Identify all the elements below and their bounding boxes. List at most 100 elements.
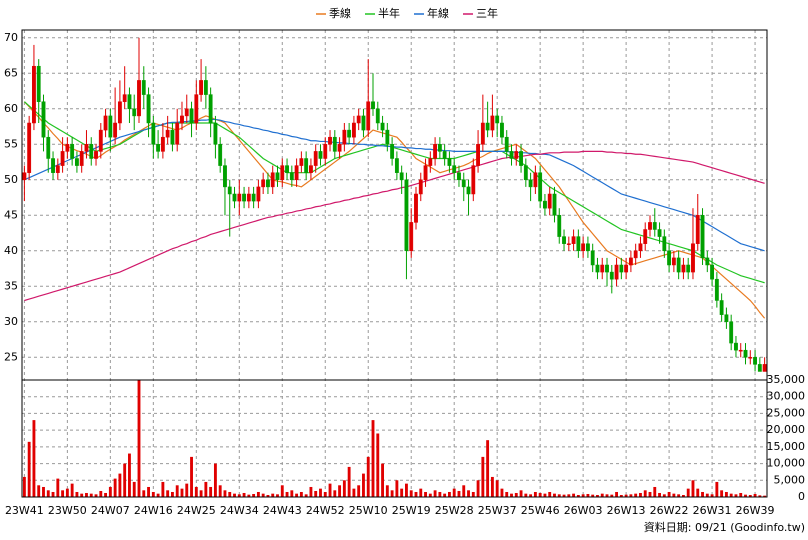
y-tick-label: 25 bbox=[4, 350, 18, 363]
candle-body bbox=[328, 136, 332, 145]
volume-bar bbox=[538, 492, 542, 497]
volume-bar bbox=[648, 491, 652, 497]
candle-body bbox=[500, 122, 504, 138]
candle-body bbox=[433, 144, 438, 159]
candle-body bbox=[180, 115, 184, 124]
candle-body bbox=[557, 215, 562, 237]
candle-body bbox=[94, 151, 98, 159]
candle-body bbox=[437, 144, 442, 152]
volume-bar bbox=[710, 494, 714, 497]
volume-bar bbox=[333, 490, 337, 497]
volume-bar bbox=[400, 488, 404, 497]
volume-bar bbox=[108, 486, 112, 497]
candle-body bbox=[103, 115, 108, 131]
volume-bar bbox=[65, 488, 69, 497]
candle-body bbox=[318, 151, 323, 159]
candle-body bbox=[36, 65, 41, 102]
y2-tick-label: 5,000 bbox=[774, 473, 806, 486]
x-tick-label: 24W43 bbox=[263, 504, 302, 517]
candle-body bbox=[141, 80, 146, 95]
candle-body bbox=[184, 108, 189, 117]
candle-body bbox=[409, 222, 414, 252]
y2-tick-label: 0 bbox=[798, 490, 805, 503]
volume-bar bbox=[624, 494, 628, 497]
candle-body bbox=[242, 193, 246, 202]
volume-bar bbox=[123, 463, 127, 497]
volume-bar bbox=[304, 494, 308, 497]
volume-bar bbox=[562, 494, 566, 497]
candle-body bbox=[734, 342, 738, 351]
y2-tick-label: 35,000 bbox=[767, 373, 806, 386]
volume-bar bbox=[405, 483, 408, 497]
volume-bar bbox=[605, 494, 609, 497]
candle-body bbox=[175, 122, 180, 145]
candle-body bbox=[714, 278, 719, 301]
volume-bar bbox=[161, 481, 165, 497]
volume-bar bbox=[385, 485, 389, 497]
volume-bar bbox=[701, 491, 704, 497]
volume-bar bbox=[352, 488, 356, 497]
candle-body bbox=[509, 151, 514, 159]
volume-bar bbox=[42, 486, 45, 497]
candle-body bbox=[605, 264, 609, 273]
candle-body bbox=[471, 165, 476, 195]
legend-label: 年線 bbox=[427, 6, 449, 20]
volume-bar bbox=[715, 481, 719, 497]
y-tick-label: 70 bbox=[4, 31, 18, 44]
candle-body bbox=[452, 165, 457, 173]
volume-bar bbox=[137, 380, 141, 497]
candle-body bbox=[89, 144, 94, 159]
volume-bar bbox=[295, 493, 299, 497]
volume-bar bbox=[61, 490, 65, 497]
volume-bar bbox=[56, 478, 60, 497]
volume-bar bbox=[672, 493, 676, 497]
candle-body bbox=[461, 179, 466, 188]
volume-bar bbox=[252, 493, 256, 497]
volume-bar bbox=[233, 493, 236, 497]
volume-bar bbox=[209, 486, 213, 497]
legend-label: 季線 bbox=[329, 6, 351, 20]
volume-bar bbox=[376, 433, 380, 497]
volume-bar bbox=[51, 491, 55, 497]
volume-bar bbox=[414, 491, 418, 497]
candle-body bbox=[256, 186, 261, 202]
volume-bar bbox=[529, 494, 533, 497]
volume-bar bbox=[366, 456, 370, 497]
volume-bar bbox=[314, 490, 318, 497]
volume-bar bbox=[37, 485, 41, 497]
candle-body bbox=[485, 122, 490, 131]
candle-body bbox=[203, 80, 208, 95]
y-tick-label: 65 bbox=[4, 66, 18, 79]
volume-bar bbox=[419, 488, 423, 497]
candle-body bbox=[619, 264, 624, 273]
volume-bar bbox=[299, 491, 303, 497]
y-tick-label: 35 bbox=[4, 279, 18, 292]
candle-body bbox=[199, 80, 204, 95]
candle-body bbox=[562, 236, 566, 244]
volume-bar bbox=[357, 485, 361, 497]
x-tick-label: 23W41 bbox=[5, 504, 44, 517]
volume-bar bbox=[32, 420, 36, 497]
y2-tick-label: 25,000 bbox=[767, 406, 806, 419]
volume-bar bbox=[505, 491, 509, 497]
x-tick-label: 25W46 bbox=[521, 504, 560, 517]
footnote: 資料日期: 09/21 (Goodinfo.tw) bbox=[644, 520, 805, 534]
candle-body bbox=[700, 215, 705, 259]
volume-bar bbox=[677, 494, 681, 497]
volume-bar bbox=[629, 494, 633, 497]
volume-bar bbox=[223, 490, 227, 497]
candle-body bbox=[223, 165, 227, 188]
volume-bar bbox=[596, 494, 599, 497]
volume-bar bbox=[190, 456, 193, 497]
candle-body bbox=[332, 136, 337, 152]
candle-body bbox=[638, 243, 643, 252]
candle-body bbox=[218, 144, 223, 166]
candle-body bbox=[390, 144, 395, 159]
volume-bar bbox=[696, 488, 700, 497]
candle-body bbox=[60, 151, 65, 166]
candle-body bbox=[519, 151, 523, 166]
y2-tick-label: 10,000 bbox=[767, 457, 806, 470]
volume-bar bbox=[280, 485, 284, 497]
volume-bar bbox=[70, 483, 74, 497]
volume-bar bbox=[748, 494, 752, 497]
